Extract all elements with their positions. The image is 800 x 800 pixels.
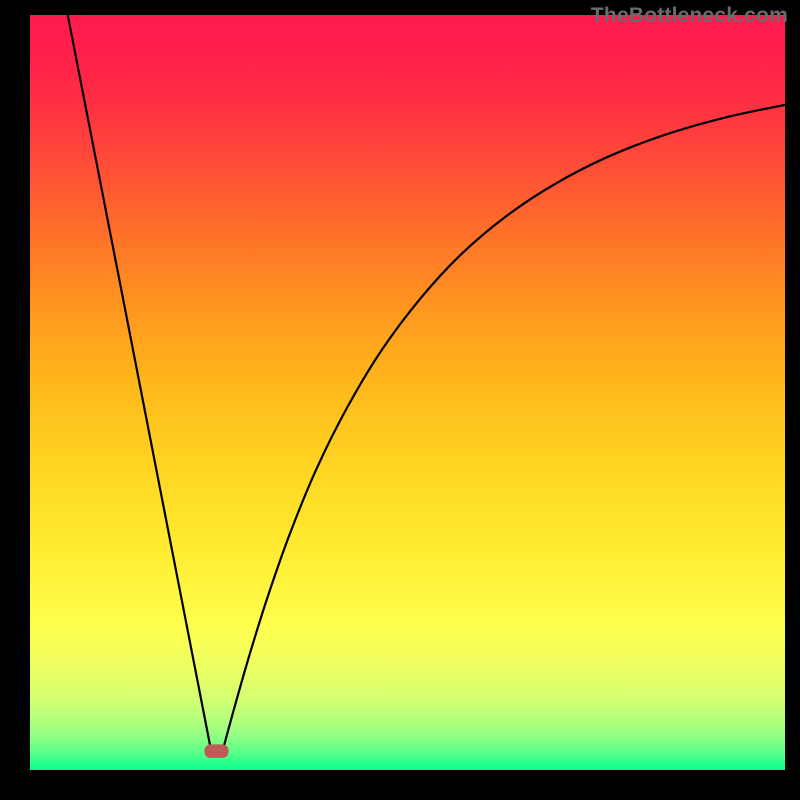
watermark-text: TheBottleneck.com [591,4,788,28]
plot-svg [30,15,785,770]
chart-frame: TheBottleneck.com [0,0,800,800]
plot-area [30,15,785,770]
minimum-marker [204,744,228,758]
gradient-background [30,15,785,770]
